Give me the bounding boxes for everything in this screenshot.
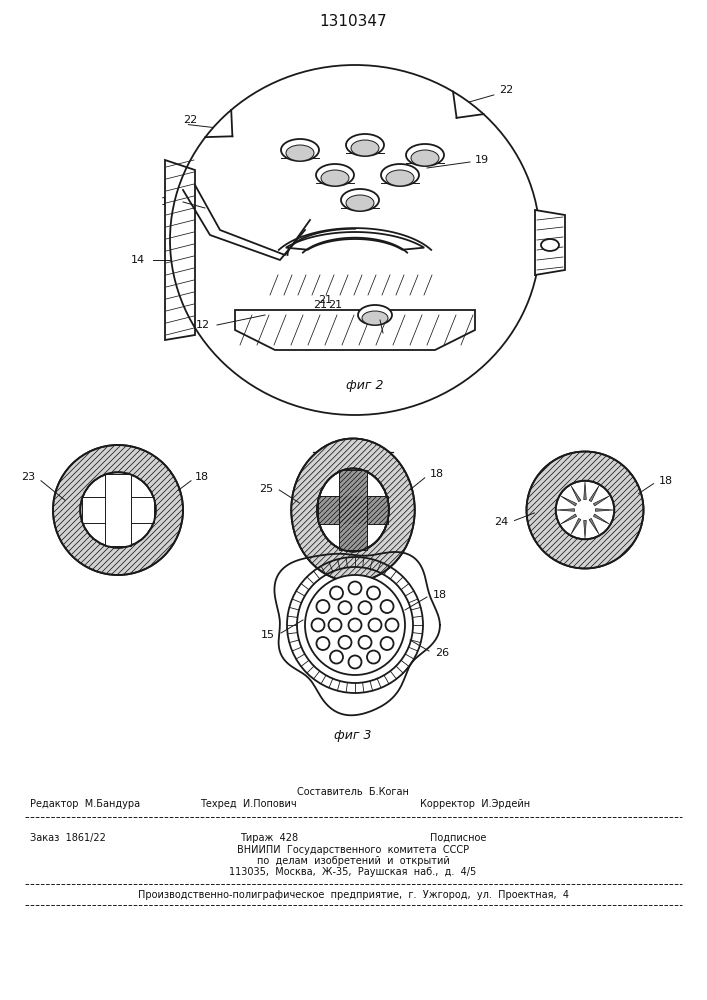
Text: Производственно-полиграфическое  предприятие,  г.  Ужгород,  ул.  Проектная,  4: Производственно-полиграфическое предприя… [137,890,568,900]
Text: 12: 12 [196,320,210,330]
Polygon shape [561,514,577,524]
Polygon shape [571,486,581,502]
Ellipse shape [341,189,379,211]
Polygon shape [589,518,599,534]
Ellipse shape [305,575,405,675]
Ellipse shape [527,452,643,568]
Ellipse shape [406,144,444,166]
Ellipse shape [346,134,384,156]
Ellipse shape [339,601,351,614]
Text: по  делам  изобретений  и  открытий: по делам изобретений и открытий [257,856,450,866]
Ellipse shape [358,636,371,649]
Polygon shape [339,470,367,550]
Ellipse shape [367,586,380,599]
Text: Составитель  Б.Коган: Составитель Б.Коган [297,787,409,797]
Ellipse shape [358,601,371,614]
Text: Подписное: Подписное [430,833,486,843]
Text: 18: 18 [658,476,672,486]
Text: 14: 14 [131,255,145,265]
Polygon shape [82,497,153,523]
Ellipse shape [312,618,325,632]
Text: 18: 18 [433,590,447,600]
Polygon shape [584,520,586,538]
Text: А - А: А - А [338,438,368,450]
Text: 26: 26 [435,648,449,658]
Ellipse shape [317,469,389,551]
Text: 19: 19 [475,155,489,165]
Polygon shape [561,496,577,506]
Text: 21: 21 [313,300,327,310]
Text: 24: 24 [494,517,508,527]
Ellipse shape [281,139,319,161]
Text: 13: 13 [380,332,394,342]
Text: 22: 22 [183,115,198,125]
Ellipse shape [53,445,183,575]
Text: 18: 18 [195,473,209,483]
Ellipse shape [317,600,329,613]
Ellipse shape [367,651,380,664]
Text: 113035,  Москва,  Ж-35,  Раушская  наб.,  д.  4/5: 113035, Москва, Ж-35, Раушская наб., д. … [229,867,477,877]
Ellipse shape [330,586,343,599]
Text: 1310347: 1310347 [319,14,387,29]
Text: 21: 21 [328,300,342,310]
Ellipse shape [286,145,314,161]
Polygon shape [589,486,599,502]
Text: ВНИИПИ  Государственного  комитета  СССР: ВНИИПИ Государственного комитета СССР [237,845,469,855]
Text: фиг 2: фиг 2 [346,378,384,391]
Ellipse shape [351,140,379,156]
Polygon shape [557,509,575,511]
Text: Тираж  428: Тираж 428 [240,833,298,843]
Ellipse shape [316,164,354,186]
Text: Корректор  И.Эрдейн: Корректор И.Эрдейн [420,799,530,809]
Polygon shape [286,232,424,250]
Ellipse shape [541,239,559,251]
Text: Техред  И.Попович: Техред И.Попович [200,799,297,809]
Ellipse shape [358,305,392,325]
Ellipse shape [349,656,361,668]
Polygon shape [571,518,581,534]
Text: 25: 25 [259,484,273,494]
Polygon shape [105,474,131,546]
Ellipse shape [386,170,414,186]
Ellipse shape [349,618,361,632]
Polygon shape [593,496,609,506]
Ellipse shape [381,164,419,186]
Ellipse shape [411,150,439,166]
Text: Заказ  1861/22: Заказ 1861/22 [30,833,106,843]
Polygon shape [535,210,565,275]
Ellipse shape [556,481,614,539]
Text: фиг 3: фиг 3 [334,728,372,742]
Text: 18: 18 [430,469,444,479]
Text: 23: 23 [21,473,35,483]
Polygon shape [595,509,613,511]
Ellipse shape [385,618,399,632]
Ellipse shape [317,637,329,650]
Ellipse shape [362,311,388,325]
Ellipse shape [329,618,341,632]
Ellipse shape [368,618,382,632]
Text: 17: 17 [161,197,175,207]
Text: Редактор  М.Бандура: Редактор М.Бандура [30,799,140,809]
Ellipse shape [321,170,349,186]
Ellipse shape [349,582,361,594]
Text: 15: 15 [261,630,275,640]
Ellipse shape [346,195,374,211]
Ellipse shape [380,637,394,650]
Ellipse shape [330,651,343,664]
Ellipse shape [339,636,351,649]
Polygon shape [584,482,586,500]
Ellipse shape [380,600,394,613]
Polygon shape [318,496,387,524]
Polygon shape [235,310,475,350]
Text: 22: 22 [499,85,513,95]
Polygon shape [593,514,609,524]
Ellipse shape [81,472,156,548]
Text: 21: 21 [318,295,332,305]
Ellipse shape [291,438,415,582]
Polygon shape [165,160,195,340]
